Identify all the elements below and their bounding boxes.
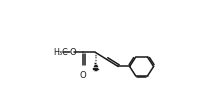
Text: O: O	[69, 48, 76, 57]
Text: H₃C: H₃C	[53, 48, 68, 57]
Text: O: O	[80, 71, 87, 80]
